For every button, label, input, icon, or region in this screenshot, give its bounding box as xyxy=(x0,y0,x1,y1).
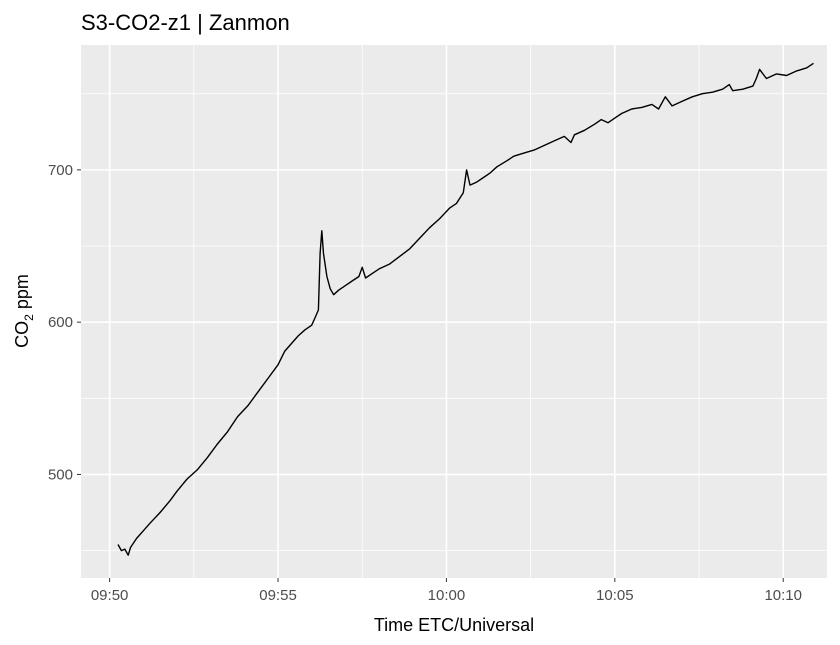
y-axis-title-main: CO xyxy=(12,321,32,348)
y-axis: 500 600 700 xyxy=(48,162,81,483)
minor-gridlines xyxy=(81,45,827,578)
y-tick-label: 600 xyxy=(48,314,73,331)
x-tick-label: 10:00 xyxy=(428,587,466,604)
y-tick-label: 500 xyxy=(48,466,73,483)
plot-panel xyxy=(81,45,827,578)
y-axis-title-subscript: 2 xyxy=(22,314,36,321)
x-axis-title: Time ETC/Universal xyxy=(374,615,534,635)
x-tick-label: 09:55 xyxy=(259,587,297,604)
x-tick-label: 10:10 xyxy=(764,587,802,604)
co2-series-line xyxy=(117,62,814,556)
x-tick-label: 10:05 xyxy=(596,587,634,604)
y-axis-title: CO2 ppm xyxy=(12,274,36,348)
x-tick-label: 09:50 xyxy=(91,587,129,604)
chart-title: S3-CO2-z1 | Zanmon xyxy=(81,10,290,35)
y-tick-label: 700 xyxy=(48,162,73,179)
major-gridlines xyxy=(81,45,827,578)
y-axis-title-unit: ppm xyxy=(12,274,32,314)
x-axis: 09:50 09:55 10:00 10:05 10:10 xyxy=(91,578,802,604)
